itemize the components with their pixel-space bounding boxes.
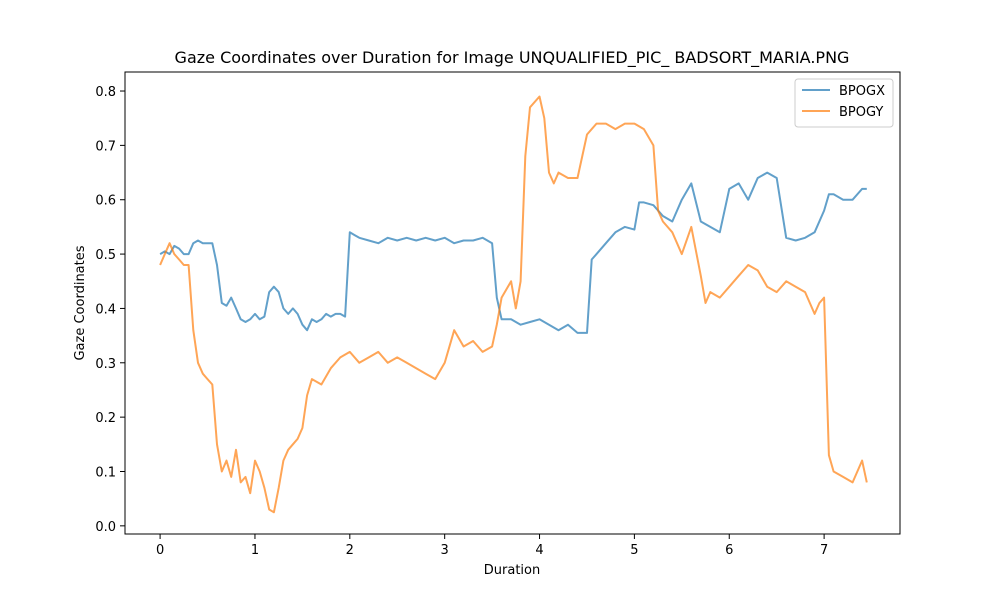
legend-label-bpogx: BPOGX bbox=[839, 84, 885, 99]
legend: BPOGX BPOGY bbox=[794, 78, 894, 128]
plot-frame bbox=[124, 71, 901, 535]
series-layer bbox=[159, 95, 868, 514]
y-tick-label: 0.0 bbox=[95, 520, 116, 535]
y-axis-label: Gaze Coordinates bbox=[73, 245, 88, 360]
x-tick-label: 4 bbox=[535, 543, 543, 558]
x-axis-ticks: 0 1 2 3 4 5 6 7 bbox=[156, 534, 828, 558]
x-tick-label: 5 bbox=[630, 543, 638, 558]
x-tick-label: 1 bbox=[251, 543, 259, 558]
x-axis-label: Duration bbox=[484, 563, 540, 578]
y-tick-label: 0.3 bbox=[95, 357, 116, 372]
y-tick-label: 0.4 bbox=[95, 302, 116, 317]
y-tick-label: 0.2 bbox=[95, 411, 116, 426]
legend-label-bpogy: BPOGY bbox=[839, 105, 883, 120]
series-line-bpogy bbox=[159, 95, 868, 514]
y-tick-label: 0.5 bbox=[95, 248, 116, 263]
x-tick-label: 6 bbox=[725, 543, 733, 558]
x-tick-label: 3 bbox=[441, 543, 449, 558]
y-tick-label: 0.8 bbox=[95, 85, 116, 100]
x-tick-label: 2 bbox=[346, 543, 354, 558]
y-tick-label: 0.6 bbox=[95, 194, 116, 209]
x-tick-label: 7 bbox=[820, 543, 828, 558]
y-axis-ticks: 0.0 0.1 0.2 0.3 0.4 0.5 0.6 0.7 0.8 bbox=[95, 85, 125, 535]
plot-area bbox=[125, 72, 900, 534]
x-tick-label: 0 bbox=[156, 543, 164, 558]
series-line-bpogx bbox=[159, 171, 867, 334]
y-tick-label: 0.7 bbox=[95, 139, 116, 154]
chart-title: Gaze Coordinates over Duration for Image… bbox=[175, 48, 850, 68]
y-tick-label: 0.1 bbox=[95, 465, 116, 480]
